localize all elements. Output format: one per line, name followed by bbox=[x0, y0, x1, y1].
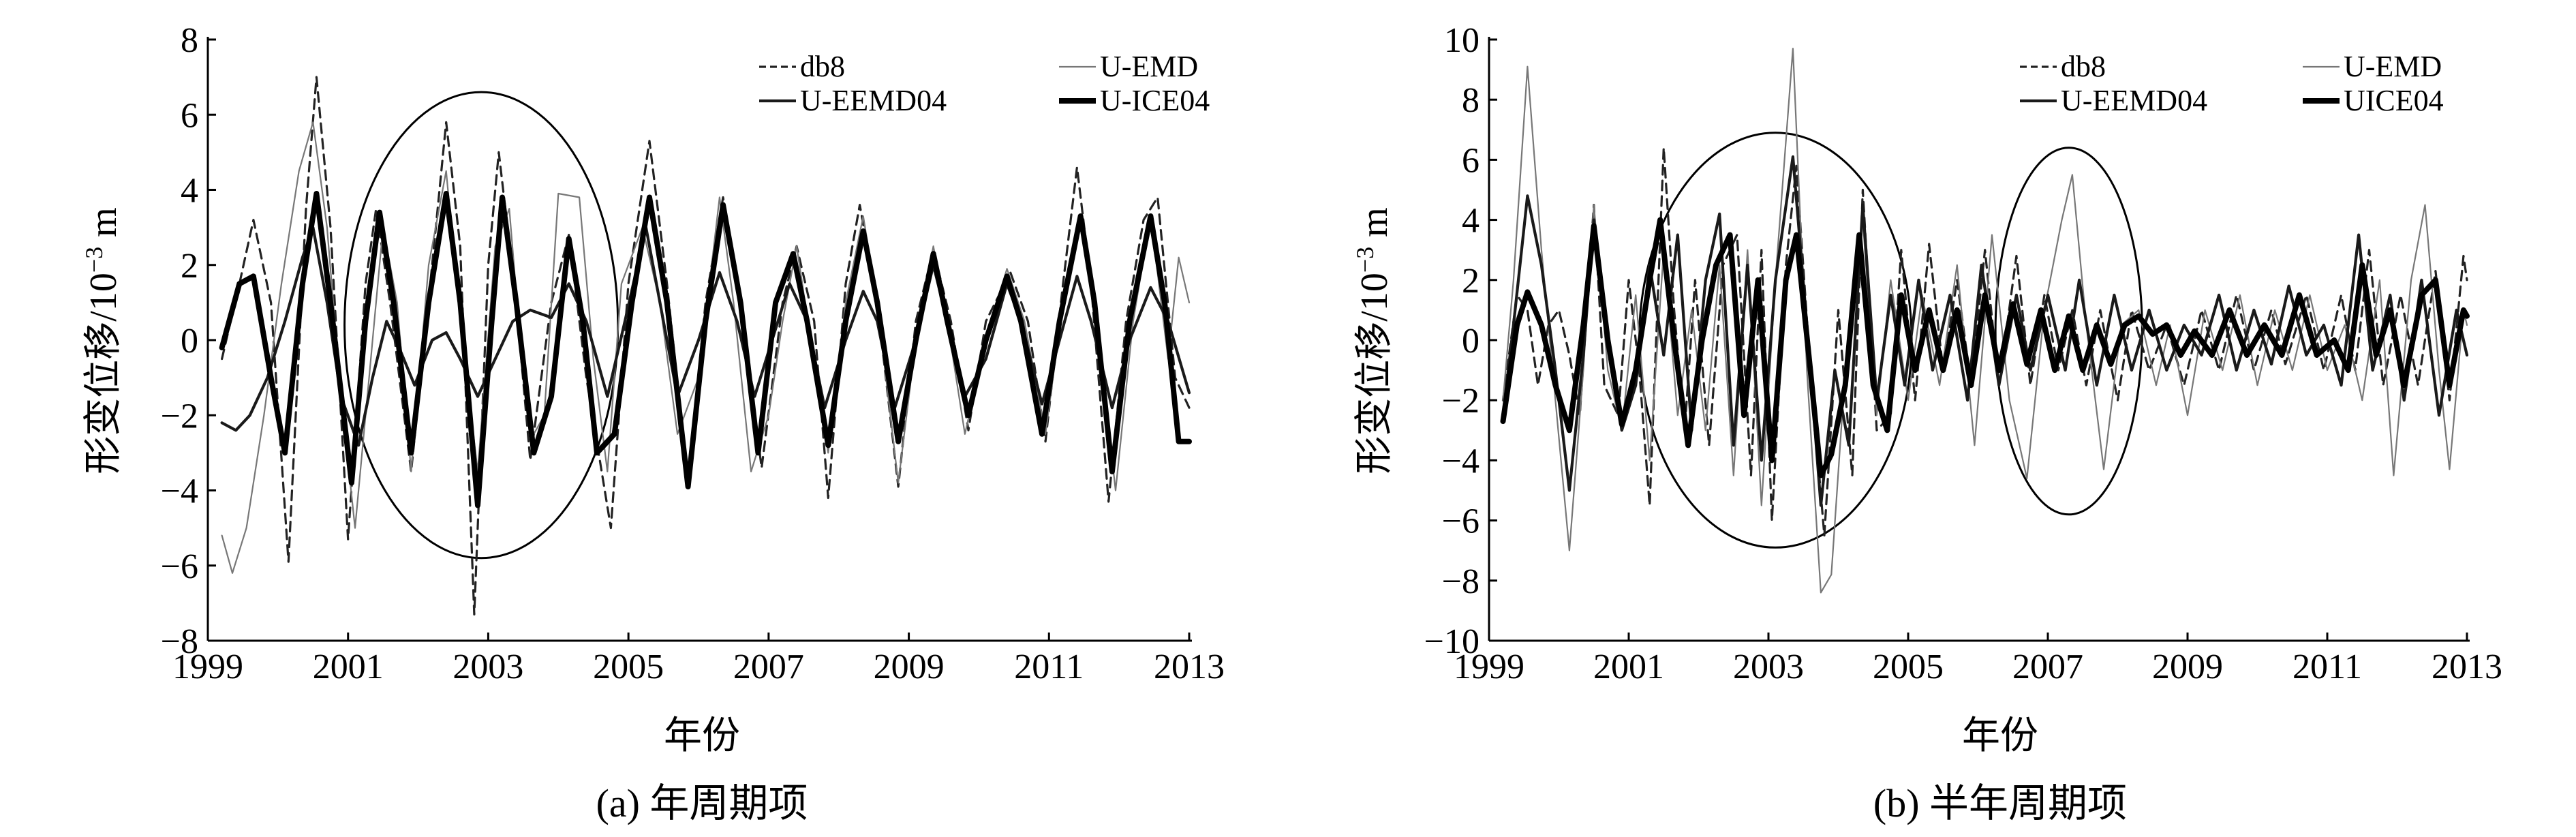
x-tick-label: 2003 bbox=[453, 648, 523, 686]
y-axis-label-m: m bbox=[1353, 207, 1396, 247]
legend-label-uice04: UICE04 bbox=[2344, 84, 2444, 117]
data-lines bbox=[219, 76, 1192, 615]
y-tick-label: 6 bbox=[181, 96, 198, 135]
x-tick-label: 2005 bbox=[593, 648, 664, 686]
y-axis-label-exponent: −3 bbox=[80, 247, 108, 273]
legend: db8 U-EMD U-EEMD04 U-ICE04 bbox=[759, 50, 1210, 117]
y-tick-label: 8 bbox=[1462, 81, 1479, 120]
y-tick-label: −8 bbox=[161, 622, 198, 661]
x-tick-label: 2013 bbox=[2432, 648, 2502, 686]
legend-label-u-ice04: U-ICE04 bbox=[1100, 84, 1210, 117]
annotation-ellipses bbox=[1638, 132, 2143, 549]
panel-a: 1999 2001 2003 2005 2007 2009 2011 2013 −8 −6 −4 −2… bbox=[80, 21, 1225, 825]
x-tick-label: 2011 bbox=[2293, 648, 2362, 686]
series-line-uice04 bbox=[1500, 217, 2470, 478]
x-tick-label: 2011 bbox=[1014, 648, 1084, 686]
series-line-db8 bbox=[1501, 147, 2468, 537]
y-axis-label-quantity: 形变位移 bbox=[82, 322, 125, 474]
x-tick-label: 2013 bbox=[1154, 648, 1225, 686]
series-line-u-emd bbox=[221, 121, 1191, 574]
legend-label-u-emd: U-EMD bbox=[1100, 50, 1198, 83]
legend-label-u-eemd04: U-EEMD04 bbox=[800, 84, 947, 117]
y-tick-label: 8 bbox=[181, 21, 198, 60]
y-tick-label: −4 bbox=[161, 472, 198, 511]
x-axis-label: 年份 bbox=[1962, 715, 2038, 757]
y-tick-label: 0 bbox=[181, 322, 198, 361]
x-tick-label: 1999 bbox=[1454, 648, 1524, 686]
y-axis-label-quantity: 形变位移 bbox=[1353, 322, 1396, 474]
y-tick-label: 0 bbox=[1462, 322, 1479, 361]
data-lines bbox=[1500, 48, 2470, 594]
y-tick-label: −2 bbox=[161, 397, 198, 436]
y-tick-label: −8 bbox=[1442, 562, 1479, 601]
x-tick-label: 2001 bbox=[313, 648, 384, 686]
y-tick-label: 4 bbox=[181, 172, 198, 211]
x-tick-label: 2007 bbox=[733, 648, 804, 686]
series-line-u-eemd04 bbox=[1501, 155, 2469, 507]
axes bbox=[1488, 37, 2470, 642]
y-tick-label: −6 bbox=[1442, 502, 1479, 541]
x-tick-label: 2007 bbox=[2012, 648, 2083, 686]
y-tick-label: 10 bbox=[1444, 21, 1479, 60]
tick-labels: 1999 2001 2003 2005 2007 2009 2011 2013 −8 −6 −4 −2… bbox=[161, 21, 1225, 686]
y-tick-label: −10 bbox=[1424, 622, 1479, 661]
legend-label-db8: db8 bbox=[800, 50, 845, 83]
y-tick-label: 4 bbox=[1462, 202, 1479, 241]
caption: (b) 半年周期项 bbox=[1873, 781, 2127, 825]
x-tick-label: 1999 bbox=[172, 648, 243, 686]
y-axis-label-exponent: −3 bbox=[1351, 247, 1379, 273]
caption: (a) 年周期项 bbox=[596, 781, 808, 825]
y-tick-label: −6 bbox=[161, 547, 198, 586]
panel-b: 1999 2001 2003 2005 2007 2009 2011 2013 −10 −8 −6 −… bbox=[1351, 21, 2502, 825]
x-tick-label: 2003 bbox=[1733, 648, 1804, 686]
x-tick-label: 2001 bbox=[1593, 648, 1664, 686]
y-axis-label: 形变位移/10−3 m bbox=[80, 207, 125, 474]
x-tick-label: 2005 bbox=[1873, 648, 1944, 686]
x-tick-label: 2009 bbox=[874, 648, 945, 686]
y-axis-label: 形变位移/10−3 m bbox=[1351, 207, 1396, 474]
legend: db8 U-EMD U-EEMD04 UICE04 bbox=[2020, 50, 2444, 117]
axes bbox=[206, 37, 1192, 642]
y-tick-label: 2 bbox=[181, 247, 198, 286]
series-line-u-emd bbox=[1502, 48, 2468, 594]
series-line-u-ice04 bbox=[219, 191, 1192, 508]
legend-label-db8: db8 bbox=[2061, 50, 2106, 83]
y-tick-label: −2 bbox=[1442, 382, 1479, 421]
legend-label-u-emd: U-EMD bbox=[2344, 50, 2442, 83]
x-axis-label: 年份 bbox=[664, 715, 740, 757]
tick-labels: 1999 2001 2003 2005 2007 2009 2011 2013 −10 −8 −6 −… bbox=[1424, 21, 2502, 686]
y-tick-label: −4 bbox=[1442, 442, 1479, 481]
y-tick-label: 6 bbox=[1462, 141, 1479, 180]
x-tick-label: 2009 bbox=[2152, 648, 2223, 686]
y-tick-label: 2 bbox=[1462, 262, 1479, 301]
y-axis-label-unit: /10 bbox=[82, 273, 125, 322]
y-axis-label-unit: /10 bbox=[1353, 273, 1396, 322]
y-axis-label-m: m bbox=[82, 207, 125, 247]
legend-label-u-eemd04: U-EEMD04 bbox=[2061, 84, 2207, 117]
